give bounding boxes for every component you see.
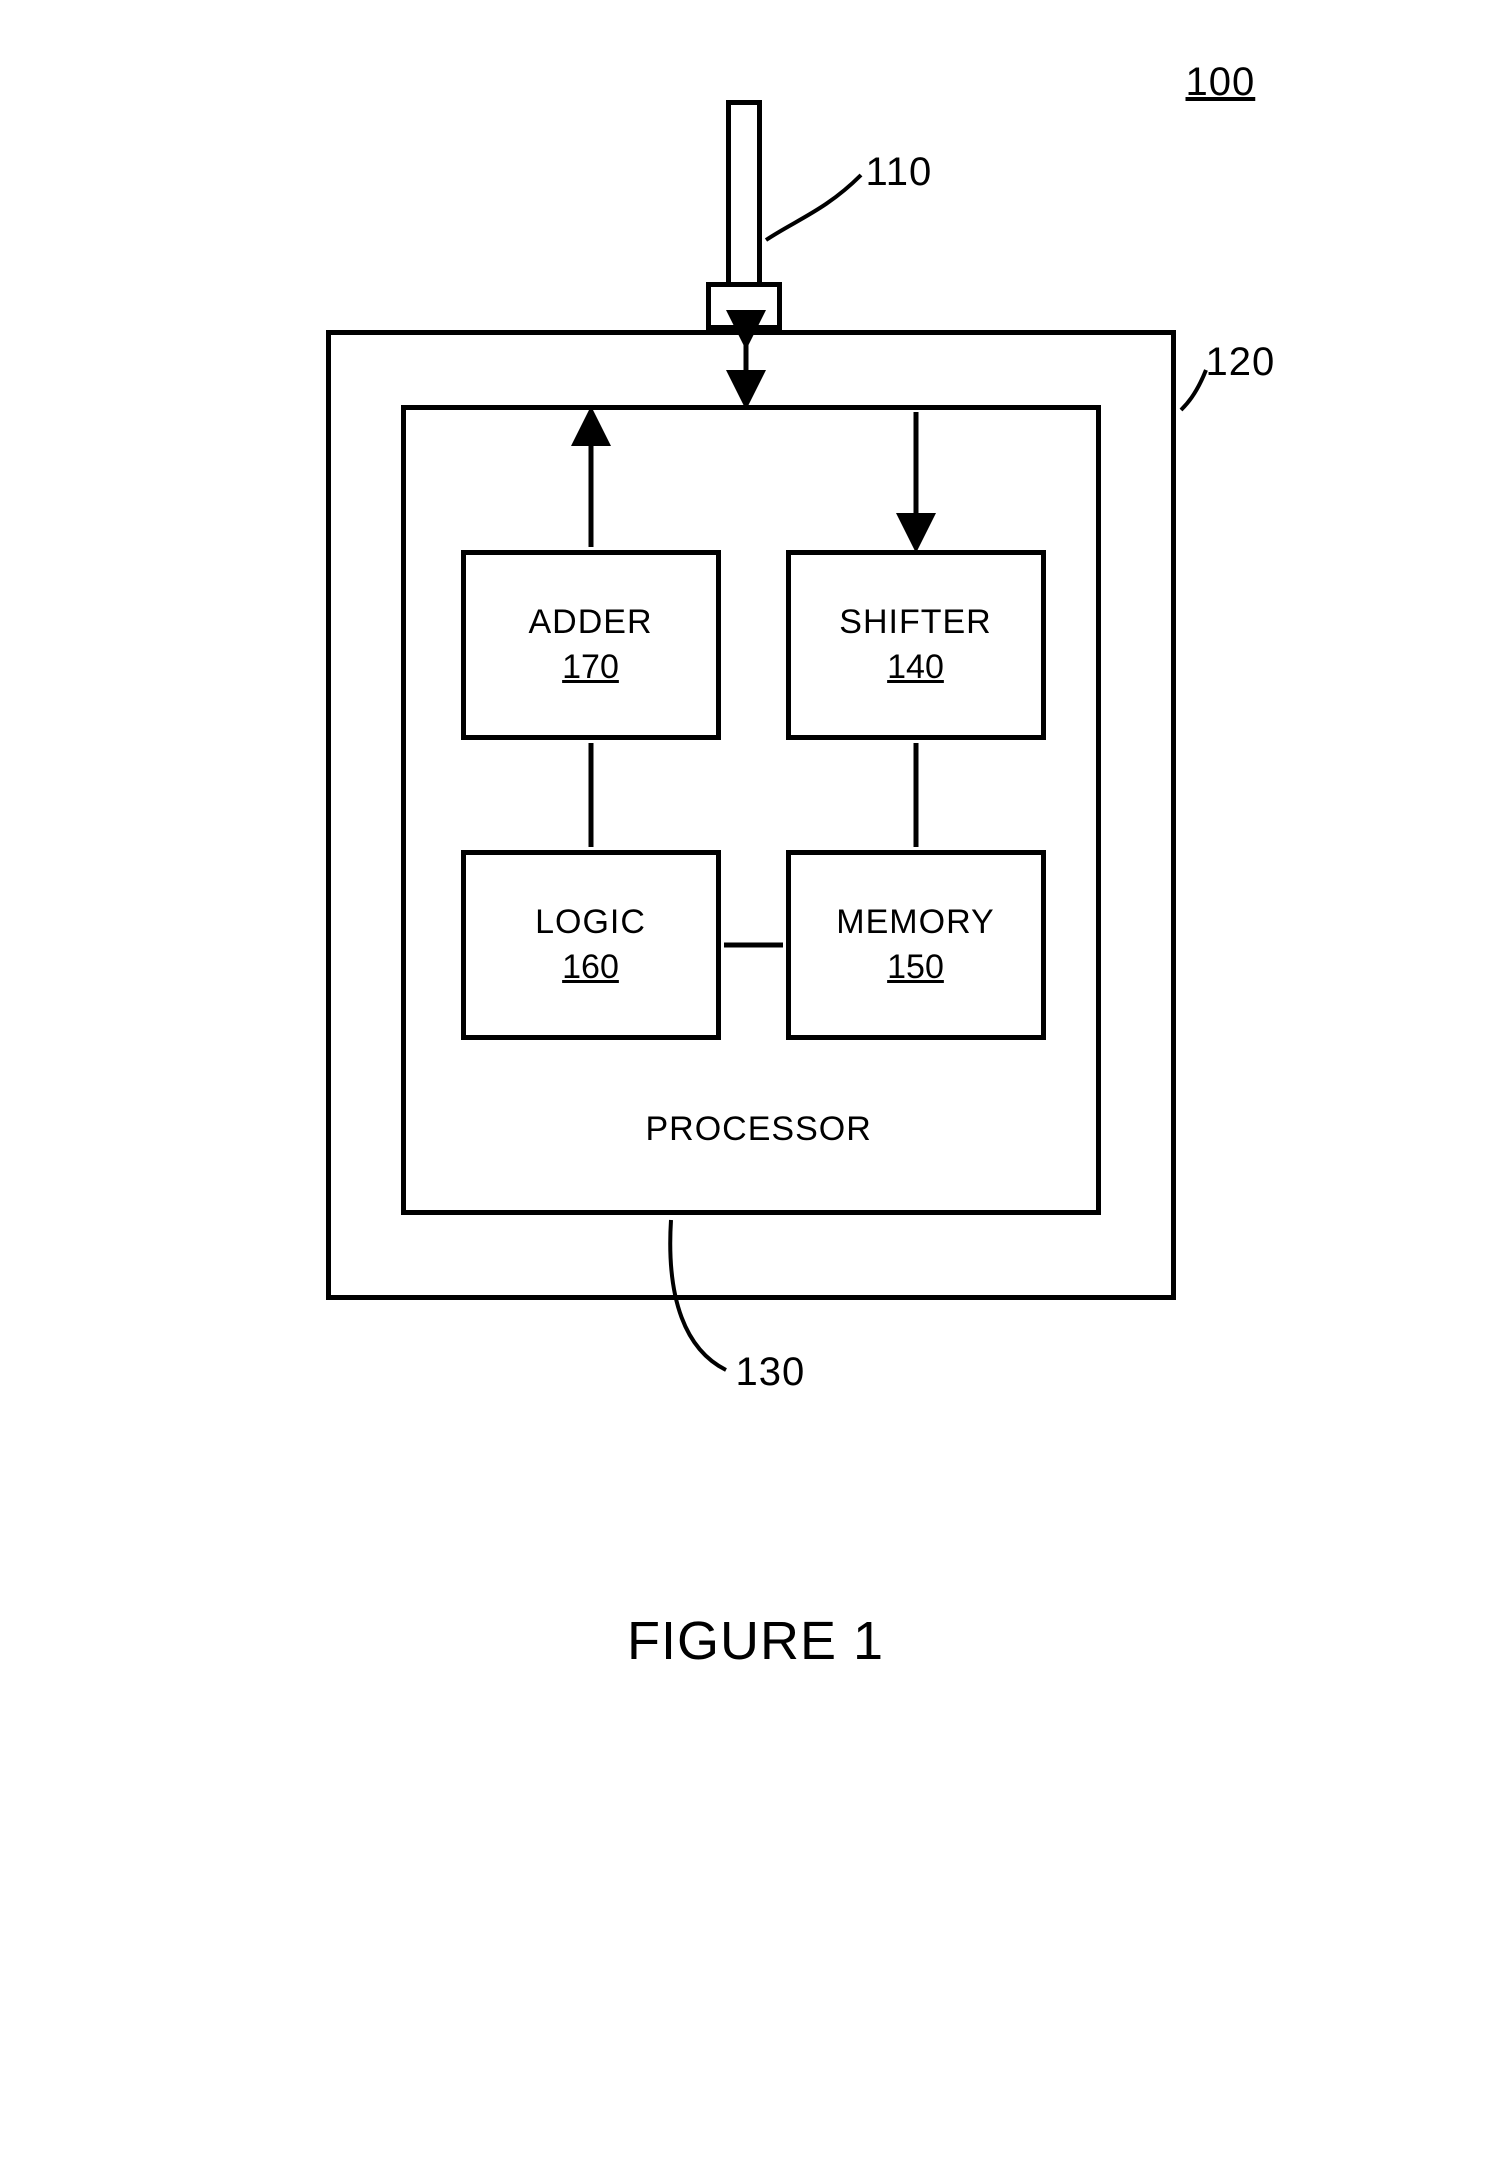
logic-label: LOGIC (535, 903, 646, 942)
processor-box (401, 405, 1101, 1215)
adder-ref: 170 (562, 648, 619, 687)
leader-antenna (766, 175, 861, 240)
ref-overall: 100 (1186, 60, 1256, 105)
ref-processor: 130 (736, 1350, 806, 1395)
shifter-ref: 140 (887, 648, 944, 687)
leader-outer (1181, 370, 1206, 410)
ref-antenna: 110 (866, 150, 933, 195)
logic-block: LOGIC 160 (461, 850, 721, 1040)
shifter-block: SHIFTER 140 (786, 550, 1046, 740)
memory-label: MEMORY (836, 903, 994, 942)
processor-label: PROCESSOR (646, 1110, 872, 1149)
memory-ref: 150 (887, 948, 944, 987)
antenna-base (706, 282, 782, 330)
diagram-canvas: 100 110 120 130 ADDER 170 SHIFTER 140 LO… (206, 40, 1306, 1580)
adder-block: ADDER 170 (461, 550, 721, 740)
logic-ref: 160 (562, 948, 619, 987)
memory-block: MEMORY 150 (786, 850, 1046, 1040)
figure-caption: FIGURE 1 (627, 1610, 884, 1672)
adder-label: ADDER (528, 603, 652, 642)
antenna-shaft (726, 100, 762, 290)
shifter-label: SHIFTER (839, 603, 991, 642)
ref-outer-box: 120 (1206, 340, 1276, 385)
